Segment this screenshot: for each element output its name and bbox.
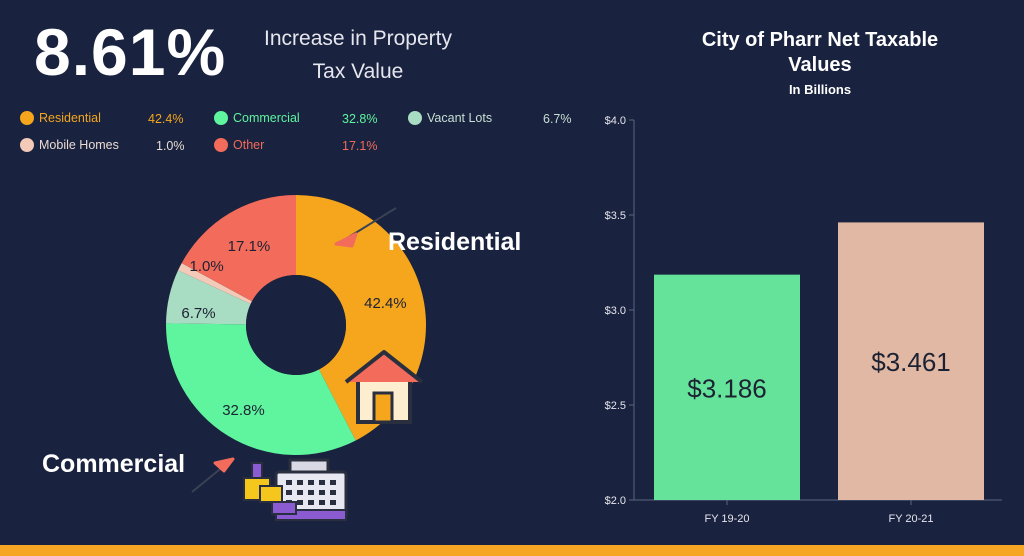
callout-residential: Residential (388, 228, 522, 256)
headline-caption: Increase in Property Tax Value (248, 22, 468, 88)
legend-item-other: Other (214, 138, 264, 152)
donut-slice-label: 1.0% (190, 258, 224, 275)
bar-fy-20-21 (838, 222, 984, 500)
legend-item-vacant-lots: Vacant Lots (408, 111, 492, 125)
donut-chart: 42.4% 32.8% 6.7% 1.0%17.1% (166, 195, 426, 521)
arrow-commercial-icon (191, 457, 235, 493)
donut-slice-label: 6.7% (181, 305, 215, 322)
legend-pct: 6.7% (543, 112, 572, 126)
donut-slice-mobile-homes (178, 263, 253, 304)
headline-caption-line1: Increase in Property (264, 27, 452, 50)
legend-pct: 17.1% (342, 139, 378, 153)
legend-dot-icon (408, 111, 422, 125)
legend-item-commercial: Commercial (214, 111, 300, 125)
y-tick-label: $3.5 (605, 210, 626, 222)
bar-chart: $2.0 $2.5 $3.0 $3.5 $4.0 $3.186 FY 19-20 $3.46… (605, 115, 1002, 525)
donut-slice-label: 32.8% (222, 402, 265, 419)
legend-dot-icon (20, 138, 34, 152)
y-tick-label: $2.0 (605, 495, 626, 507)
legend-pct: 42.4% (148, 112, 184, 126)
legend-dot-icon (20, 111, 34, 125)
bar-chart-title: City of Pharr Net Taxable Values (660, 28, 980, 78)
bar-chart-subtitle: In Billions (788, 82, 852, 97)
y-tick-label: $3.0 (605, 305, 626, 317)
donut-slice-other (181, 195, 296, 302)
headline-value: 8.61% (34, 15, 227, 89)
legend-dot-icon (214, 111, 228, 125)
arrow-residential-icon (334, 207, 397, 248)
house-icon (344, 350, 424, 424)
legend-pct: 32.8% (342, 112, 378, 126)
bar-value-label: $3.186 (687, 373, 767, 403)
donut-slice-commercial (166, 323, 356, 455)
legend-label: Commercial (233, 111, 300, 125)
bar-value-label: $3.461 (871, 347, 951, 377)
legend-label: Residential (39, 111, 101, 125)
legend-dot-icon (214, 138, 228, 152)
legend-pct: 1.0% (156, 139, 185, 153)
legend-label: Mobile Homes (39, 138, 119, 152)
bar-fy-19-20 (654, 274, 800, 500)
legend-item-residential: Residential (20, 111, 101, 125)
y-tick-label: $4.0 (605, 115, 626, 127)
donut-slice-label: 42.4% (364, 295, 407, 312)
callout-commercial: Commercial (42, 450, 186, 478)
bottom-accent-bar (0, 545, 1024, 556)
x-tick-label: FY 20-21 (888, 513, 933, 525)
bar-chart-title-line1: City of Pharr Net Taxable (701, 29, 939, 51)
donut-slice-label: 17.1% (228, 238, 271, 255)
y-tick-label: $2.5 (605, 400, 626, 412)
legend-label: Other (233, 138, 265, 152)
legend-item-mobile-homes: Mobile Homes (20, 138, 119, 152)
headline-caption-line2: Tax Value (312, 60, 404, 83)
donut-hole (246, 275, 346, 375)
cash-register-icon (243, 458, 348, 521)
legend-label: Vacant Lots (427, 111, 493, 125)
donut-slice-vacant-lots (166, 270, 251, 325)
x-tick-label: FY 19-20 (704, 513, 749, 525)
bar-chart-title-line2: Values (788, 54, 852, 76)
